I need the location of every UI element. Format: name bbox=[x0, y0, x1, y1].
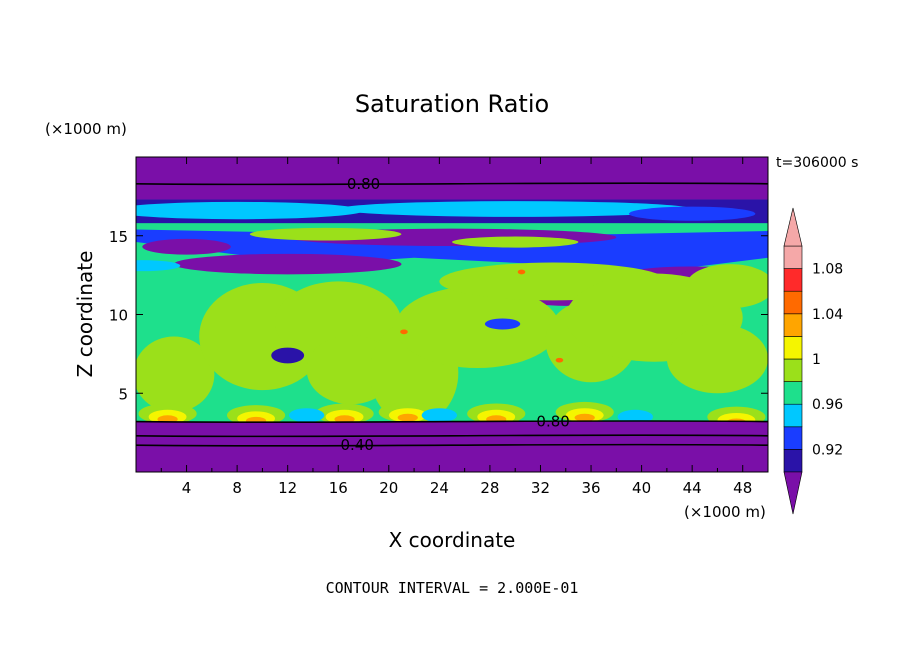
y-tick-label: 10 bbox=[109, 307, 128, 325]
colorbar-swatch bbox=[783, 313, 803, 337]
x-tick-label: 36 bbox=[581, 479, 600, 497]
y-axis: 5 10 15 bbox=[109, 228, 768, 403]
green-cloud bbox=[666, 323, 768, 394]
colorbar-swatch bbox=[783, 426, 803, 450]
green-cloud bbox=[136, 336, 215, 413]
x-tick-label: 44 bbox=[683, 479, 702, 497]
colorbar: 0.92 0.96 1 1.04 1.08 bbox=[783, 207, 843, 515]
x-tick-label: 4 bbox=[182, 479, 192, 497]
x-tick-label: 40 bbox=[632, 479, 651, 497]
saturation-field bbox=[136, 157, 768, 472]
surface-plume-peak bbox=[574, 413, 595, 422]
surface-cyan-patch bbox=[421, 408, 458, 423]
x-axis: 4 8 12 16 20 24 28 32 36 40 44 48 bbox=[160, 157, 752, 497]
dry-streak bbox=[173, 253, 402, 275]
x-tick-label: 28 bbox=[480, 479, 499, 497]
contour-interval-label: CONTOUR INTERVAL = 2.000E-01 bbox=[326, 579, 579, 597]
green-streak bbox=[249, 227, 402, 241]
cyan-edge bbox=[136, 260, 181, 272]
cyan-streak bbox=[338, 201, 693, 217]
x-unit-label: (×1000 m) bbox=[684, 503, 766, 521]
chart-title: Saturation Ratio bbox=[355, 90, 549, 118]
dry-boundary-layer bbox=[136, 421, 768, 472]
colorbar-swatch bbox=[783, 449, 803, 473]
colorbar-tick-label: 1 bbox=[812, 352, 821, 368]
x-tick-label: 8 bbox=[232, 479, 242, 497]
green-streak bbox=[452, 236, 579, 248]
green-cloud bbox=[395, 286, 560, 369]
y-tick-label: 15 bbox=[109, 228, 128, 246]
contour-label: 0.80 bbox=[536, 413, 569, 431]
x-axis-label: X coordinate bbox=[389, 528, 516, 552]
supersaturated-spot bbox=[517, 269, 526, 275]
colorbar-swatch bbox=[783, 336, 803, 360]
x-tick-label: 20 bbox=[379, 479, 398, 497]
surface-plume-peak bbox=[334, 415, 355, 424]
contour-line bbox=[136, 434, 768, 438]
contour-line-040 bbox=[136, 443, 768, 447]
x-tick-label: 24 bbox=[430, 479, 449, 497]
colorbar-swatch bbox=[783, 381, 803, 405]
x-tick-label: 16 bbox=[329, 479, 348, 497]
dry-streak-upper bbox=[142, 238, 231, 255]
contour-label: 0.40 bbox=[340, 436, 373, 454]
colorbar-tick-label: 0.92 bbox=[812, 442, 843, 458]
green-cloud bbox=[685, 264, 768, 309]
supersaturated-spot bbox=[400, 329, 408, 335]
contour-label: 0.80 bbox=[347, 175, 380, 193]
y-tick-label: 5 bbox=[118, 385, 128, 403]
contour-line-080 bbox=[136, 420, 768, 424]
colorbar-tick-label: 1.08 bbox=[812, 262, 843, 278]
blue-pocket bbox=[271, 347, 305, 364]
colorbar-upper-extend bbox=[783, 207, 803, 247]
x-tick-label: 12 bbox=[278, 479, 297, 497]
y-unit-label: (×1000 m) bbox=[45, 120, 127, 138]
blue-streak bbox=[628, 206, 756, 221]
colorbar-tick-label: 1.04 bbox=[812, 307, 843, 323]
supersaturated-spot bbox=[555, 357, 564, 363]
colorbar-swatch bbox=[783, 268, 803, 292]
x-tick-label: 32 bbox=[531, 479, 550, 497]
y-axis-label: Z coordinate bbox=[73, 251, 97, 378]
time-label: t=306000 s bbox=[776, 155, 858, 171]
contour-line-080 bbox=[136, 182, 768, 186]
colorbar-swatch bbox=[783, 358, 803, 382]
colorbar-swatch bbox=[783, 290, 803, 315]
colorbar-swatch bbox=[783, 245, 803, 269]
blue-band bbox=[136, 229, 768, 274]
surface-plume-peak bbox=[397, 413, 418, 422]
surface-cyan-patch bbox=[288, 408, 325, 423]
colorbar-tick-label: 0.96 bbox=[812, 397, 843, 413]
colorbar-lower-extend bbox=[783, 471, 803, 515]
x-tick-label: 48 bbox=[733, 479, 752, 497]
cyan-streak bbox=[136, 201, 364, 220]
blue-pocket bbox=[484, 318, 521, 330]
colorbar-swatch bbox=[783, 403, 803, 428]
contour-labels: 0.80 0.80 0.40 bbox=[340, 175, 569, 454]
